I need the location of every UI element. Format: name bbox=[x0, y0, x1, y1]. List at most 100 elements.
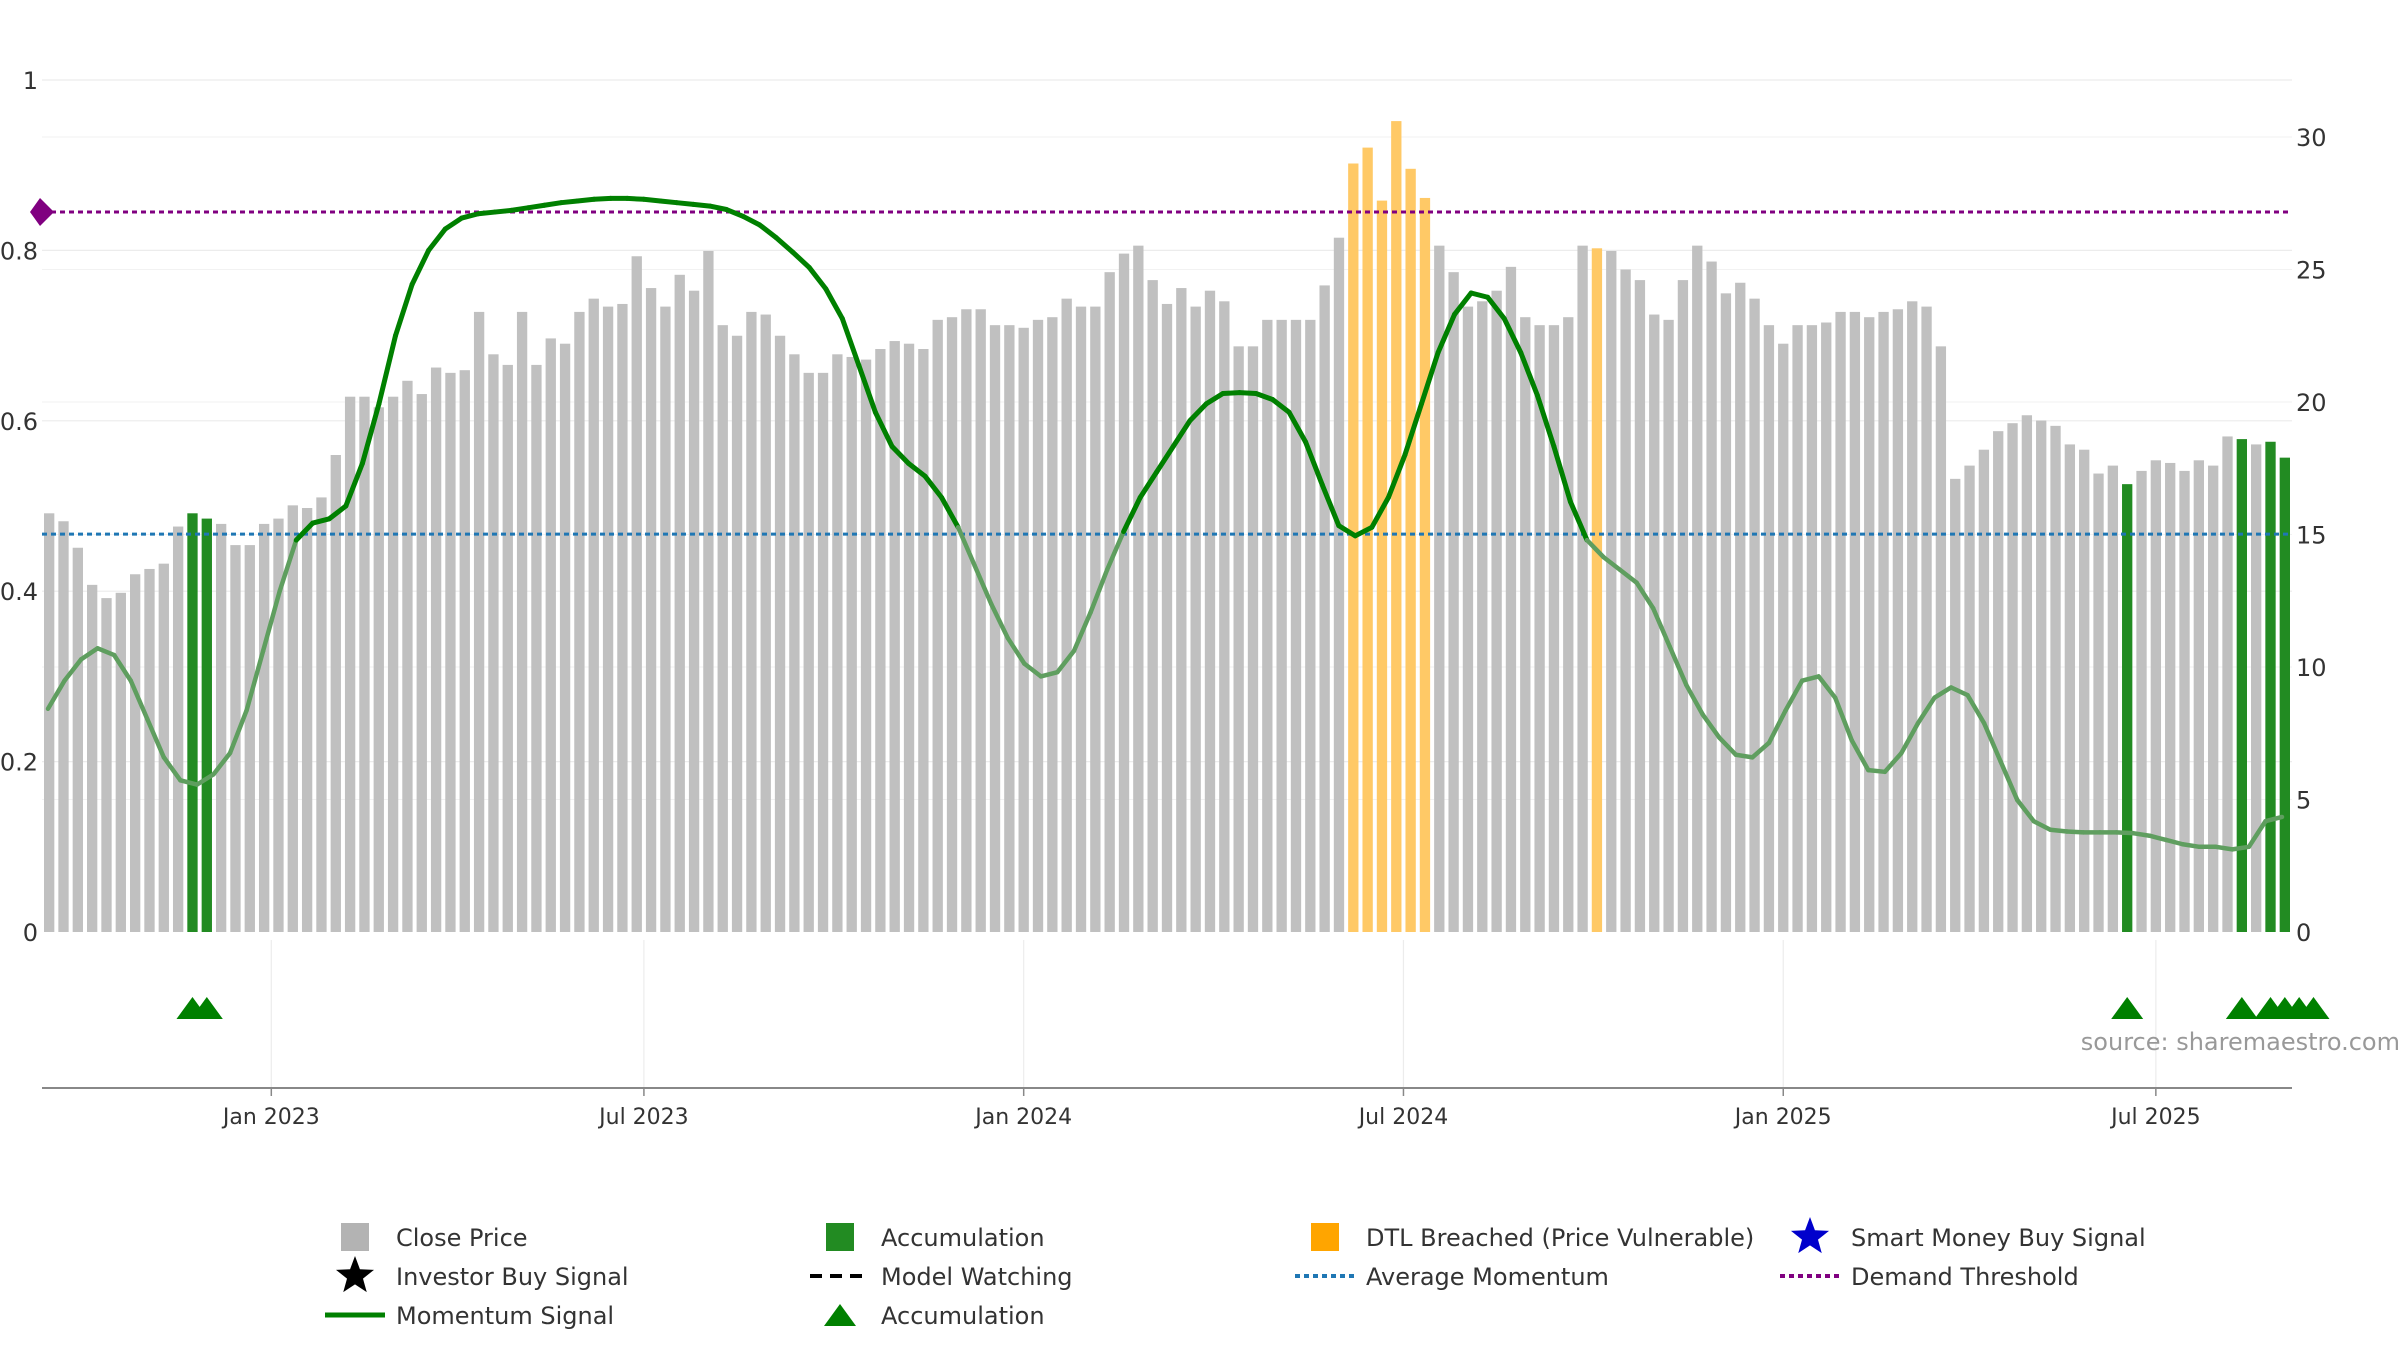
dtl-breached-bar-96 bbox=[1419, 197, 1431, 932]
left-tick-label-2: 0.4 bbox=[0, 578, 38, 606]
left-tick-label-0: 0 bbox=[23, 919, 38, 947]
momentum-segment-85 bbox=[1452, 290, 1474, 317]
price-bar-154 bbox=[2251, 444, 2262, 932]
price-bar-117 bbox=[1720, 293, 1732, 933]
price-bar-21 bbox=[344, 396, 356, 932]
price-bar-128 bbox=[1878, 311, 1889, 932]
price-bar-132 bbox=[1935, 346, 1947, 933]
price-bar-50 bbox=[760, 314, 771, 932]
accumulation-bar-155 bbox=[2265, 441, 2276, 932]
momentum-segment-29 bbox=[525, 202, 547, 211]
momentum-layer bbox=[45, 195, 2285, 852]
momentum-segment-99 bbox=[1684, 682, 1706, 717]
momentum-segment-94 bbox=[1601, 554, 1623, 573]
momentum-segment-50 bbox=[872, 409, 895, 449]
price-bar-139 bbox=[2036, 420, 2047, 932]
momentum-segment-22 bbox=[409, 247, 432, 287]
left-tick-label-3: 0.6 bbox=[0, 408, 38, 436]
momentum-segment-45 bbox=[790, 249, 812, 270]
price-bar-99 bbox=[1462, 306, 1474, 933]
momentum-segment-2 bbox=[78, 646, 100, 662]
price-bar-59 bbox=[889, 341, 900, 932]
price-bar-141 bbox=[2064, 444, 2076, 932]
price-bar-15 bbox=[258, 523, 270, 932]
momentum-segment-128 bbox=[2163, 837, 2185, 847]
momentum-segment-64 bbox=[1104, 529, 1126, 573]
price-bar-17 bbox=[287, 505, 298, 932]
momentum-segment-1 bbox=[62, 657, 84, 683]
momentum-segment-31 bbox=[558, 198, 581, 206]
momentum-segment-15 bbox=[293, 520, 316, 543]
price-bar-140 bbox=[2050, 425, 2061, 932]
momentum-segment-132 bbox=[2230, 844, 2252, 852]
price-bar-2 bbox=[72, 547, 83, 932]
momentum-segment-93 bbox=[1584, 537, 1606, 560]
price-bar-67 bbox=[1004, 325, 1015, 932]
price-bar-72 bbox=[1075, 306, 1087, 933]
legend-label-0: Close Price bbox=[396, 1224, 528, 1252]
momentum-segment-100 bbox=[1700, 712, 1722, 740]
momentum-segment-74 bbox=[1270, 397, 1292, 415]
momentum-segment-82 bbox=[1402, 401, 1424, 458]
momentum-segment-78 bbox=[1336, 523, 1358, 539]
price-bar-122 bbox=[1792, 325, 1803, 932]
price-bar-88 bbox=[1305, 319, 1316, 933]
left-tick-label-4: 0.8 bbox=[0, 237, 38, 265]
momentum-segment-27 bbox=[492, 207, 514, 215]
price-bar-44 bbox=[674, 274, 685, 932]
dtl-breached-bar-92 bbox=[1362, 147, 1373, 933]
momentum-segment-134 bbox=[2263, 814, 2285, 824]
momentum-segment-28 bbox=[508, 205, 531, 213]
dtl-breached-bar-94 bbox=[1391, 121, 1402, 933]
legend-swatch-0 bbox=[341, 1223, 369, 1251]
momentum-segment-36 bbox=[641, 196, 663, 204]
price-bar-70 bbox=[1047, 317, 1058, 932]
momentum-segment-12 bbox=[244, 648, 266, 713]
dtl-breached-bar-91 bbox=[1348, 163, 1359, 932]
price-bar-35 bbox=[545, 338, 556, 932]
x-tick-label-2: Jan 2024 bbox=[973, 1105, 1072, 1130]
price-bar-55 bbox=[832, 354, 843, 932]
momentum-segment-14 bbox=[277, 537, 299, 594]
momentum-segment-57 bbox=[988, 601, 1011, 641]
momentum-segment-61 bbox=[1055, 648, 1077, 675]
momentum-segment-37 bbox=[657, 198, 680, 206]
price-bar-112 bbox=[1649, 314, 1660, 932]
price-bar-75 bbox=[1118, 253, 1130, 933]
price-bar-12 bbox=[215, 523, 227, 932]
momentum-segment-97 bbox=[1650, 605, 1672, 649]
right-tick-label-1: 5 bbox=[2296, 787, 2311, 815]
momentum-segment-67 bbox=[1154, 443, 1176, 475]
price-bar-119 bbox=[1749, 298, 1760, 932]
price-bar-6 bbox=[129, 574, 141, 932]
price-bar-124 bbox=[1821, 322, 1832, 932]
price-bar-100 bbox=[1477, 301, 1488, 932]
momentum-segment-53 bbox=[922, 473, 945, 500]
price-bar-66 bbox=[989, 325, 1001, 932]
price-bar-77 bbox=[1147, 280, 1158, 933]
momentum-segment-8 bbox=[178, 778, 200, 787]
momentum-segment-105 bbox=[1783, 678, 1805, 713]
price-bar-126 bbox=[1849, 311, 1861, 932]
price-bar-1 bbox=[58, 521, 69, 932]
momentum-segment-113 bbox=[1915, 695, 1937, 726]
momentum-segment-88 bbox=[1501, 316, 1524, 356]
momentum-segment-66 bbox=[1137, 469, 1160, 500]
accumulation-marker-2 bbox=[2111, 997, 2144, 1019]
bars-layer bbox=[44, 121, 2290, 933]
momentum-segment-63 bbox=[1088, 567, 1110, 615]
price-bar-53 bbox=[803, 372, 814, 933]
price-bar-31 bbox=[488, 354, 499, 932]
price-bar-7 bbox=[144, 568, 155, 932]
momentum-segment-129 bbox=[2180, 841, 2202, 850]
price-bar-8 bbox=[158, 563, 169, 932]
price-bar-107 bbox=[1577, 245, 1588, 932]
momentum-segment-33 bbox=[591, 195, 614, 202]
price-bar-43 bbox=[660, 306, 671, 933]
price-bar-19 bbox=[316, 497, 327, 932]
momentum-segment-13 bbox=[260, 588, 282, 654]
momentum-segment-11 bbox=[227, 708, 249, 756]
momentum-segment-70 bbox=[1203, 391, 1226, 407]
price-bar-102 bbox=[1505, 266, 1517, 933]
momentum-segment-39 bbox=[690, 201, 713, 209]
